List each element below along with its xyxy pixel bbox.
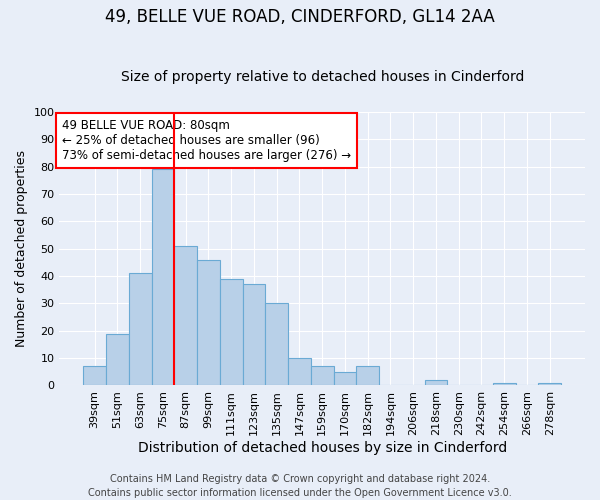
Bar	[334, 372, 356, 386]
Bar	[83, 366, 106, 386]
Bar	[242, 284, 265, 386]
Bar	[175, 246, 197, 386]
Title: Size of property relative to detached houses in Cinderford: Size of property relative to detached ho…	[121, 70, 524, 85]
Bar	[425, 380, 448, 386]
Text: Contains HM Land Registry data © Crown copyright and database right 2024.
Contai: Contains HM Land Registry data © Crown c…	[88, 474, 512, 498]
Bar	[265, 304, 288, 386]
Text: 49 BELLE VUE ROAD: 80sqm
← 25% of detached houses are smaller (96)
73% of semi-d: 49 BELLE VUE ROAD: 80sqm ← 25% of detach…	[62, 119, 351, 162]
Bar	[220, 279, 242, 386]
Bar	[356, 366, 379, 386]
Bar	[197, 260, 220, 386]
Text: 49, BELLE VUE ROAD, CINDERFORD, GL14 2AA: 49, BELLE VUE ROAD, CINDERFORD, GL14 2AA	[105, 8, 495, 26]
Bar	[152, 170, 175, 386]
Bar	[106, 334, 129, 386]
Bar	[311, 366, 334, 386]
Bar	[288, 358, 311, 386]
Y-axis label: Number of detached properties: Number of detached properties	[15, 150, 28, 348]
Bar	[129, 274, 152, 386]
Bar	[493, 382, 515, 386]
X-axis label: Distribution of detached houses by size in Cinderford: Distribution of detached houses by size …	[137, 441, 507, 455]
Bar	[538, 382, 561, 386]
